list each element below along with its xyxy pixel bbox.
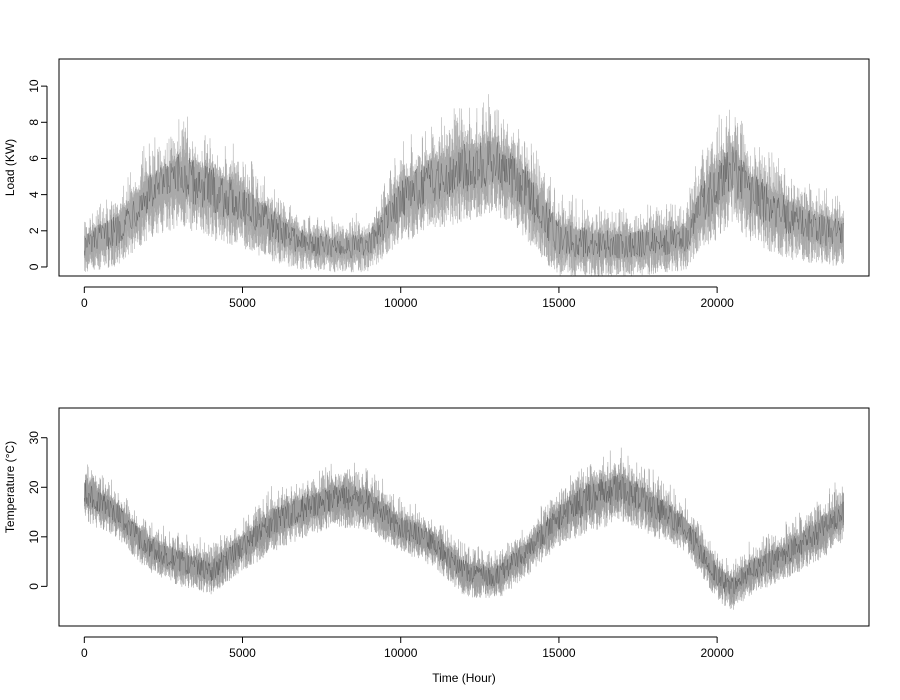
temperature-y-axis-title: Temperature (°C) — [3, 441, 17, 533]
load-series-core — [84, 141, 844, 259]
temperature-x-tick-label: 0 — [81, 646, 88, 660]
temperature-y-tick-label: 30 — [27, 431, 41, 445]
temperature-x-tick-label: 15000 — [542, 646, 576, 660]
temperature-y-tick-label: 10 — [27, 530, 41, 544]
temperature-x-tick-label: 5000 — [229, 646, 256, 660]
load-y-axis-title: Load (KW) — [3, 139, 17, 196]
temperature-y-tick-label: 0 — [27, 583, 41, 590]
load-y-tick-label: 10 — [27, 79, 41, 93]
load-chart: 0 5000 10000 15000 20000 0 2 4 6 8 10 Load (KW) — [3, 58, 870, 310]
load-y-tick-label: 8 — [27, 119, 41, 126]
temperature-y-tick-label: 20 — [27, 480, 41, 494]
temperature-x-tick-label: 10000 — [384, 646, 418, 660]
load-y-ticks: 0 2 4 6 8 10 — [27, 79, 47, 270]
load-y-tick-label: 4 — [27, 191, 41, 198]
load-x-ticks: 0 5000 10000 15000 20000 — [81, 287, 734, 310]
load-x-tick-label: 0 — [81, 296, 88, 310]
load-y-tick-label: 6 — [27, 155, 41, 162]
load-y-tick-label: 0 — [27, 263, 41, 270]
load-series — [84, 94, 844, 277]
temperature-chart: 0 5000 10000 15000 20000 0 10 20 30 Temperature… — [3, 407, 870, 685]
load-x-tick-label: 10000 — [384, 296, 418, 310]
temperature-series-line — [84, 447, 844, 610]
load-series-line — [84, 94, 844, 277]
temperature-x-ticks: 0 5000 10000 15000 20000 — [81, 637, 734, 660]
load-x-tick-label: 20000 — [700, 296, 734, 310]
temperature-series-core — [84, 473, 844, 595]
temperature-y-ticks: 0 10 20 30 — [27, 431, 47, 590]
time-x-axis-title: Time (Hour) — [432, 671, 496, 685]
temperature-x-tick-label: 20000 — [700, 646, 734, 660]
load-plot-frame — [58, 58, 870, 277]
load-x-tick-label: 5000 — [229, 296, 256, 310]
load-x-tick-label: 15000 — [542, 296, 576, 310]
temperature-series — [84, 447, 844, 610]
temperature-plot-frame — [58, 407, 870, 627]
load-y-tick-label: 2 — [27, 227, 41, 234]
